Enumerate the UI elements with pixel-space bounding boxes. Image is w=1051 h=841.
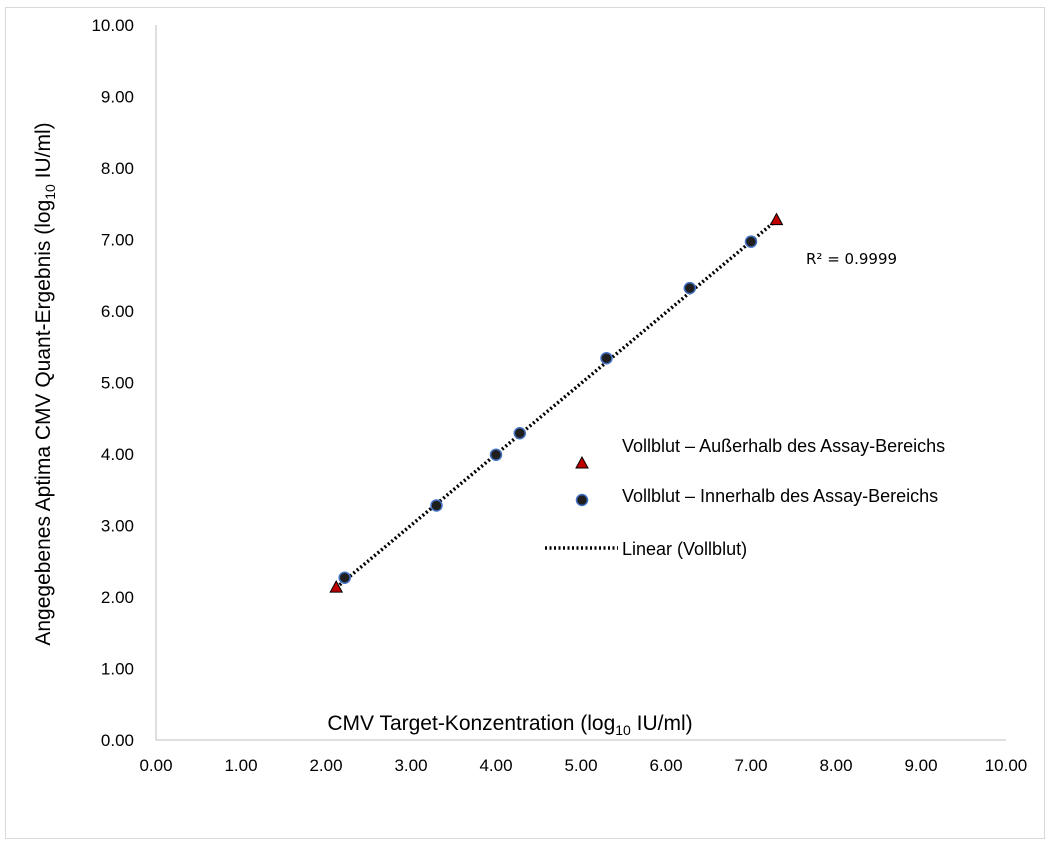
x-tick-label: 6.00 <box>649 756 682 775</box>
data-points <box>329 212 784 593</box>
y-tick-label: 0.00 <box>101 731 134 750</box>
legend-label-trendline: Linear (Vollblut) <box>622 539 747 559</box>
y-axis-title: Angegebenes Aptima CMV Quant-Ergebnis (l… <box>32 122 58 645</box>
x-tick-label: 9.00 <box>904 756 937 775</box>
data-point-circle <box>600 351 613 365</box>
x-tick-label: 3.00 <box>394 756 427 775</box>
y-tick-label: 6.00 <box>101 302 134 321</box>
x-tick-label: 7.00 <box>734 756 767 775</box>
legend-circle-marker <box>575 493 589 507</box>
x-tick-label: 0.00 <box>139 756 172 775</box>
data-point-circle <box>489 448 503 461</box>
y-tick-label: 8.00 <box>101 159 134 178</box>
legend: Vollblut – Außerhalb des Assay-Bereichs … <box>545 436 945 559</box>
legend-label-inside-range: Vollblut – Innerhalb des Assay-Bereichs <box>622 486 938 506</box>
x-tick-label: 5.00 <box>564 756 597 775</box>
y-tick-label: 3.00 <box>101 517 134 536</box>
x-tick-label: 8.00 <box>819 756 852 775</box>
y-tick-label: 9.00 <box>101 88 134 107</box>
data-point-triangle <box>769 212 784 226</box>
legend-label-outside-range: Vollblut – Außerhalb des Assay-Bereichs <box>622 436 945 456</box>
y-tick-label: 5.00 <box>101 374 134 393</box>
data-point-circle <box>513 427 527 440</box>
x-tick-label: 4.00 <box>479 756 512 775</box>
y-tick-label: 2.00 <box>101 588 134 607</box>
legend-triangle-marker <box>575 455 589 469</box>
x-tick-label: 1.00 <box>224 756 257 775</box>
x-axis-title: CMV Target-Konzentration (log10 IU/ml) <box>327 712 692 738</box>
trendline <box>335 218 778 590</box>
y-tick-label: 4.00 <box>101 445 134 464</box>
data-point-circle <box>430 499 443 512</box>
data-point-circle <box>683 281 697 295</box>
data-point-triangle <box>329 580 344 593</box>
chart-frame <box>5 7 1045 839</box>
y-tick-label: 10.00 <box>91 16 134 35</box>
y-tick-label: 1.00 <box>101 660 134 679</box>
axes <box>155 25 1006 741</box>
r-squared-annotation: R² = 0.9999 <box>806 250 897 268</box>
x-tick-label: 2.00 <box>309 756 342 775</box>
data-point-circle <box>338 571 351 584</box>
y-tick-label: 7.00 <box>101 231 134 250</box>
tick-labels: 0.00 1.00 2.00 3.00 4.00 5.00 6.00 7.00 8.00 9.00… <box>91 16 1027 775</box>
data-point-circle <box>744 235 758 248</box>
x-tick-label: 10.00 <box>985 756 1028 775</box>
linear-trendline <box>335 218 778 590</box>
